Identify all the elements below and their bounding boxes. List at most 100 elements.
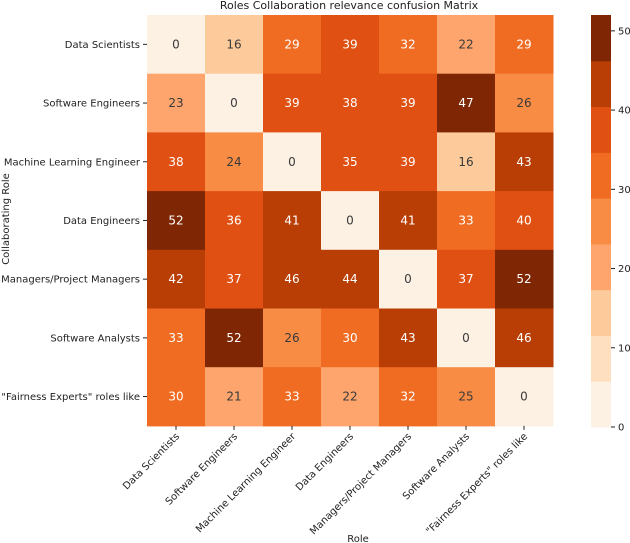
heatmap-cell (147, 308, 206, 368)
heatmap-cell (437, 73, 496, 133)
cell-value-label: 41 (400, 213, 415, 227)
cell-value-label: 39 (284, 96, 299, 110)
colorbar-segment (591, 198, 611, 245)
colorbar-segment (591, 106, 611, 153)
heatmap-cell (147, 132, 206, 192)
heatmap-cell (379, 73, 438, 133)
heatmap-cell (437, 308, 496, 368)
cell-value-label: 25 (458, 390, 473, 404)
heatmap-cell (379, 15, 438, 75)
colorbar: 0 10 20 30 40 50 (591, 15, 630, 434)
cell-value-label: 26 (516, 96, 531, 110)
cell-value-label: 0 (404, 272, 412, 286)
colorbar-tick-label: 20 (618, 264, 630, 275)
cell-value-label: 44 (342, 272, 357, 286)
heatmap-cell (263, 15, 322, 75)
heatmap-cell (263, 191, 322, 251)
cell-value-label: 37 (458, 272, 473, 286)
heatmap-cell (147, 15, 206, 75)
cell-value-label: 52 (168, 213, 183, 227)
heatmap-cell (147, 367, 206, 427)
y-axis-label: Collaborating Role (1, 173, 12, 265)
heatmap-cell (379, 367, 438, 427)
cell-value-label: 52 (516, 272, 531, 286)
cell-value-label: 47 (458, 96, 473, 110)
heatmap-cell (437, 367, 496, 427)
chart-title: Roles Collaboration relevance confusion … (220, 0, 479, 12)
heatmap-cell (263, 367, 322, 427)
cell-value-label: 22 (342, 390, 357, 404)
cell-value-label: 35 (342, 155, 357, 169)
cell-value-label: 26 (284, 331, 299, 345)
heatmap-cell (379, 132, 438, 192)
cell-value-label: 16 (458, 155, 473, 169)
colorbar-segment (591, 289, 611, 336)
colorbar-tick-label: 50 (618, 26, 630, 37)
heatmap-cell (263, 308, 322, 368)
cell-value-label: 38 (168, 155, 183, 169)
heatmap-cell (495, 132, 554, 192)
cell-value-label: 0 (288, 155, 296, 169)
cell-value-label: 46 (516, 331, 531, 345)
cell-value-label: 41 (284, 213, 299, 227)
cell-value-label: 29 (284, 37, 299, 51)
heatmap-cell (147, 191, 206, 251)
heatmap-cell (321, 308, 380, 368)
x-tick-label: Data Scientists (121, 431, 182, 492)
cell-value-label: 30 (342, 331, 357, 345)
heatmap-cell (321, 73, 380, 133)
y-tick-label: Software Analysts (50, 333, 140, 344)
heatmap-cell (321, 132, 380, 192)
heatmap-cell (263, 73, 322, 133)
cell-value-label: 22 (458, 37, 473, 51)
cell-value-label: 32 (400, 37, 415, 51)
heatmap-cell (495, 308, 554, 368)
x-tick-label: Managers/Project Managers (308, 431, 414, 537)
y-tick-label: Software Engineers (43, 99, 140, 110)
heatmap-cell (205, 15, 264, 75)
cell-value-label: 0 (230, 96, 238, 110)
colorbar-tick-label: 0 (618, 423, 624, 434)
x-tick-label: Machine Learning Engineer (194, 431, 299, 536)
cell-value-label: 43 (516, 155, 531, 169)
cell-value-label: 43 (400, 331, 415, 345)
heatmap-cell (495, 367, 554, 427)
heatmap-cell (263, 132, 322, 192)
heatmap-cell (495, 249, 554, 309)
colorbar-segment (591, 60, 611, 108)
cell-value-label: 23 (168, 96, 183, 110)
colorbar-segment (591, 152, 611, 199)
cell-value-label: 0 (346, 213, 354, 227)
heatmap-cell (205, 249, 264, 309)
heatmap-cell (437, 249, 496, 309)
heatmap-cell (379, 308, 438, 368)
y-tick-label: "Fairness Experts" roles like (1, 392, 140, 403)
colorbar-tick-label: 40 (618, 106, 630, 117)
y-tick-label: Machine Learning Engineer (4, 157, 141, 168)
heatmap-cell (437, 15, 496, 75)
heatmap-cell (263, 249, 322, 309)
cell-value-label: 33 (284, 390, 299, 404)
cell-value-label: 21 (226, 390, 241, 404)
x-tick-label: "Fairness Experts" roles like (424, 431, 530, 537)
heatmap-cell (437, 132, 496, 192)
heatmap-cell (321, 15, 380, 75)
heatmap-cell (205, 308, 264, 368)
y-tick-label: Data Scientists (65, 40, 140, 51)
cell-value-label: 52 (226, 331, 241, 345)
cell-value-label: 40 (516, 213, 531, 227)
cell-value-label: 0 (520, 390, 528, 404)
cell-value-label: 16 (226, 37, 241, 51)
y-tick-label: Data Engineers (63, 216, 140, 227)
colorbar-tick-label: 30 (618, 185, 630, 196)
cell-value-label: 39 (342, 37, 357, 51)
cell-value-label: 46 (284, 272, 299, 286)
cell-value-label: 29 (516, 37, 531, 51)
colorbar-segment (591, 335, 611, 382)
cell-value-label: 37 (226, 272, 241, 286)
cell-value-label: 42 (168, 272, 183, 286)
x-axis-label: Role (347, 534, 369, 543)
heatmap-cell (147, 73, 206, 133)
heatmap-cell (205, 367, 264, 427)
